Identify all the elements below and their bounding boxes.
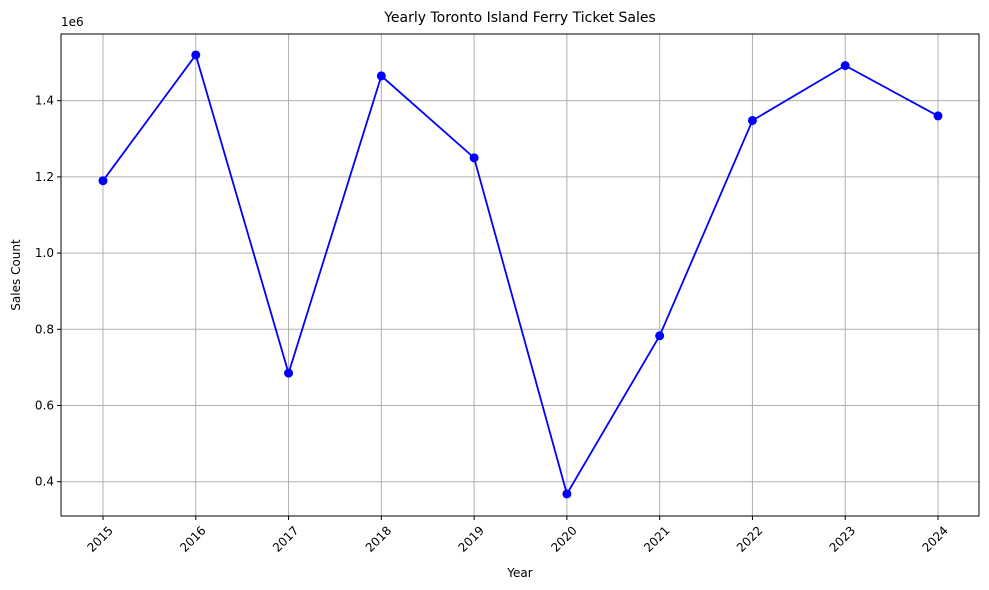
y-tick-label: 1.2 bbox=[35, 170, 54, 184]
data-point bbox=[284, 368, 294, 378]
series-line bbox=[102, 52, 939, 497]
y-tick-label: 0.4 bbox=[35, 475, 54, 489]
y-tick-label: 0.6 bbox=[35, 399, 54, 413]
data-point bbox=[747, 115, 757, 125]
data-point bbox=[933, 111, 943, 121]
x-tick-label: 2020 bbox=[548, 523, 579, 554]
x-tick-label: 2018 bbox=[363, 523, 394, 554]
y-axis-label: Sales Count bbox=[9, 239, 23, 311]
grid bbox=[61, 34, 979, 516]
data-point bbox=[562, 489, 572, 499]
data-point bbox=[655, 331, 665, 341]
plot-frame bbox=[60, 33, 980, 517]
data-point bbox=[469, 153, 479, 163]
x-tick-label: 2021 bbox=[641, 523, 672, 554]
x-tick-label: 2015 bbox=[84, 523, 115, 554]
y-tick-label: 1.4 bbox=[35, 94, 54, 108]
y-tick-label: 1.0 bbox=[35, 246, 54, 260]
x-tick-label: 2019 bbox=[456, 523, 487, 554]
x-axis: 2015 2016 2017 2018 2019 2020 2021 2022 2023 2024 bbox=[84, 516, 951, 555]
x-tick-label: 2024 bbox=[919, 523, 950, 554]
x-tick-label: 2023 bbox=[827, 523, 858, 554]
x-tick-label: 2017 bbox=[270, 523, 301, 554]
x-tick-label: 2022 bbox=[734, 523, 765, 554]
x-tick-label: 2016 bbox=[177, 523, 208, 554]
data-point bbox=[191, 50, 201, 60]
x-axis-label: Year bbox=[506, 566, 532, 580]
data-point bbox=[98, 176, 108, 186]
data-point bbox=[840, 61, 850, 71]
y-axis-offset-label: 1e6 bbox=[61, 15, 84, 29]
series-sales bbox=[98, 50, 943, 499]
data-point bbox=[376, 71, 386, 81]
y-tick-label: 0.8 bbox=[35, 322, 54, 336]
y-axis: 0.4 0.6 0.8 1.0 1.2 1.4 bbox=[35, 94, 61, 489]
chart-title: Yearly Toronto Island Ferry Ticket Sales bbox=[383, 10, 656, 26]
